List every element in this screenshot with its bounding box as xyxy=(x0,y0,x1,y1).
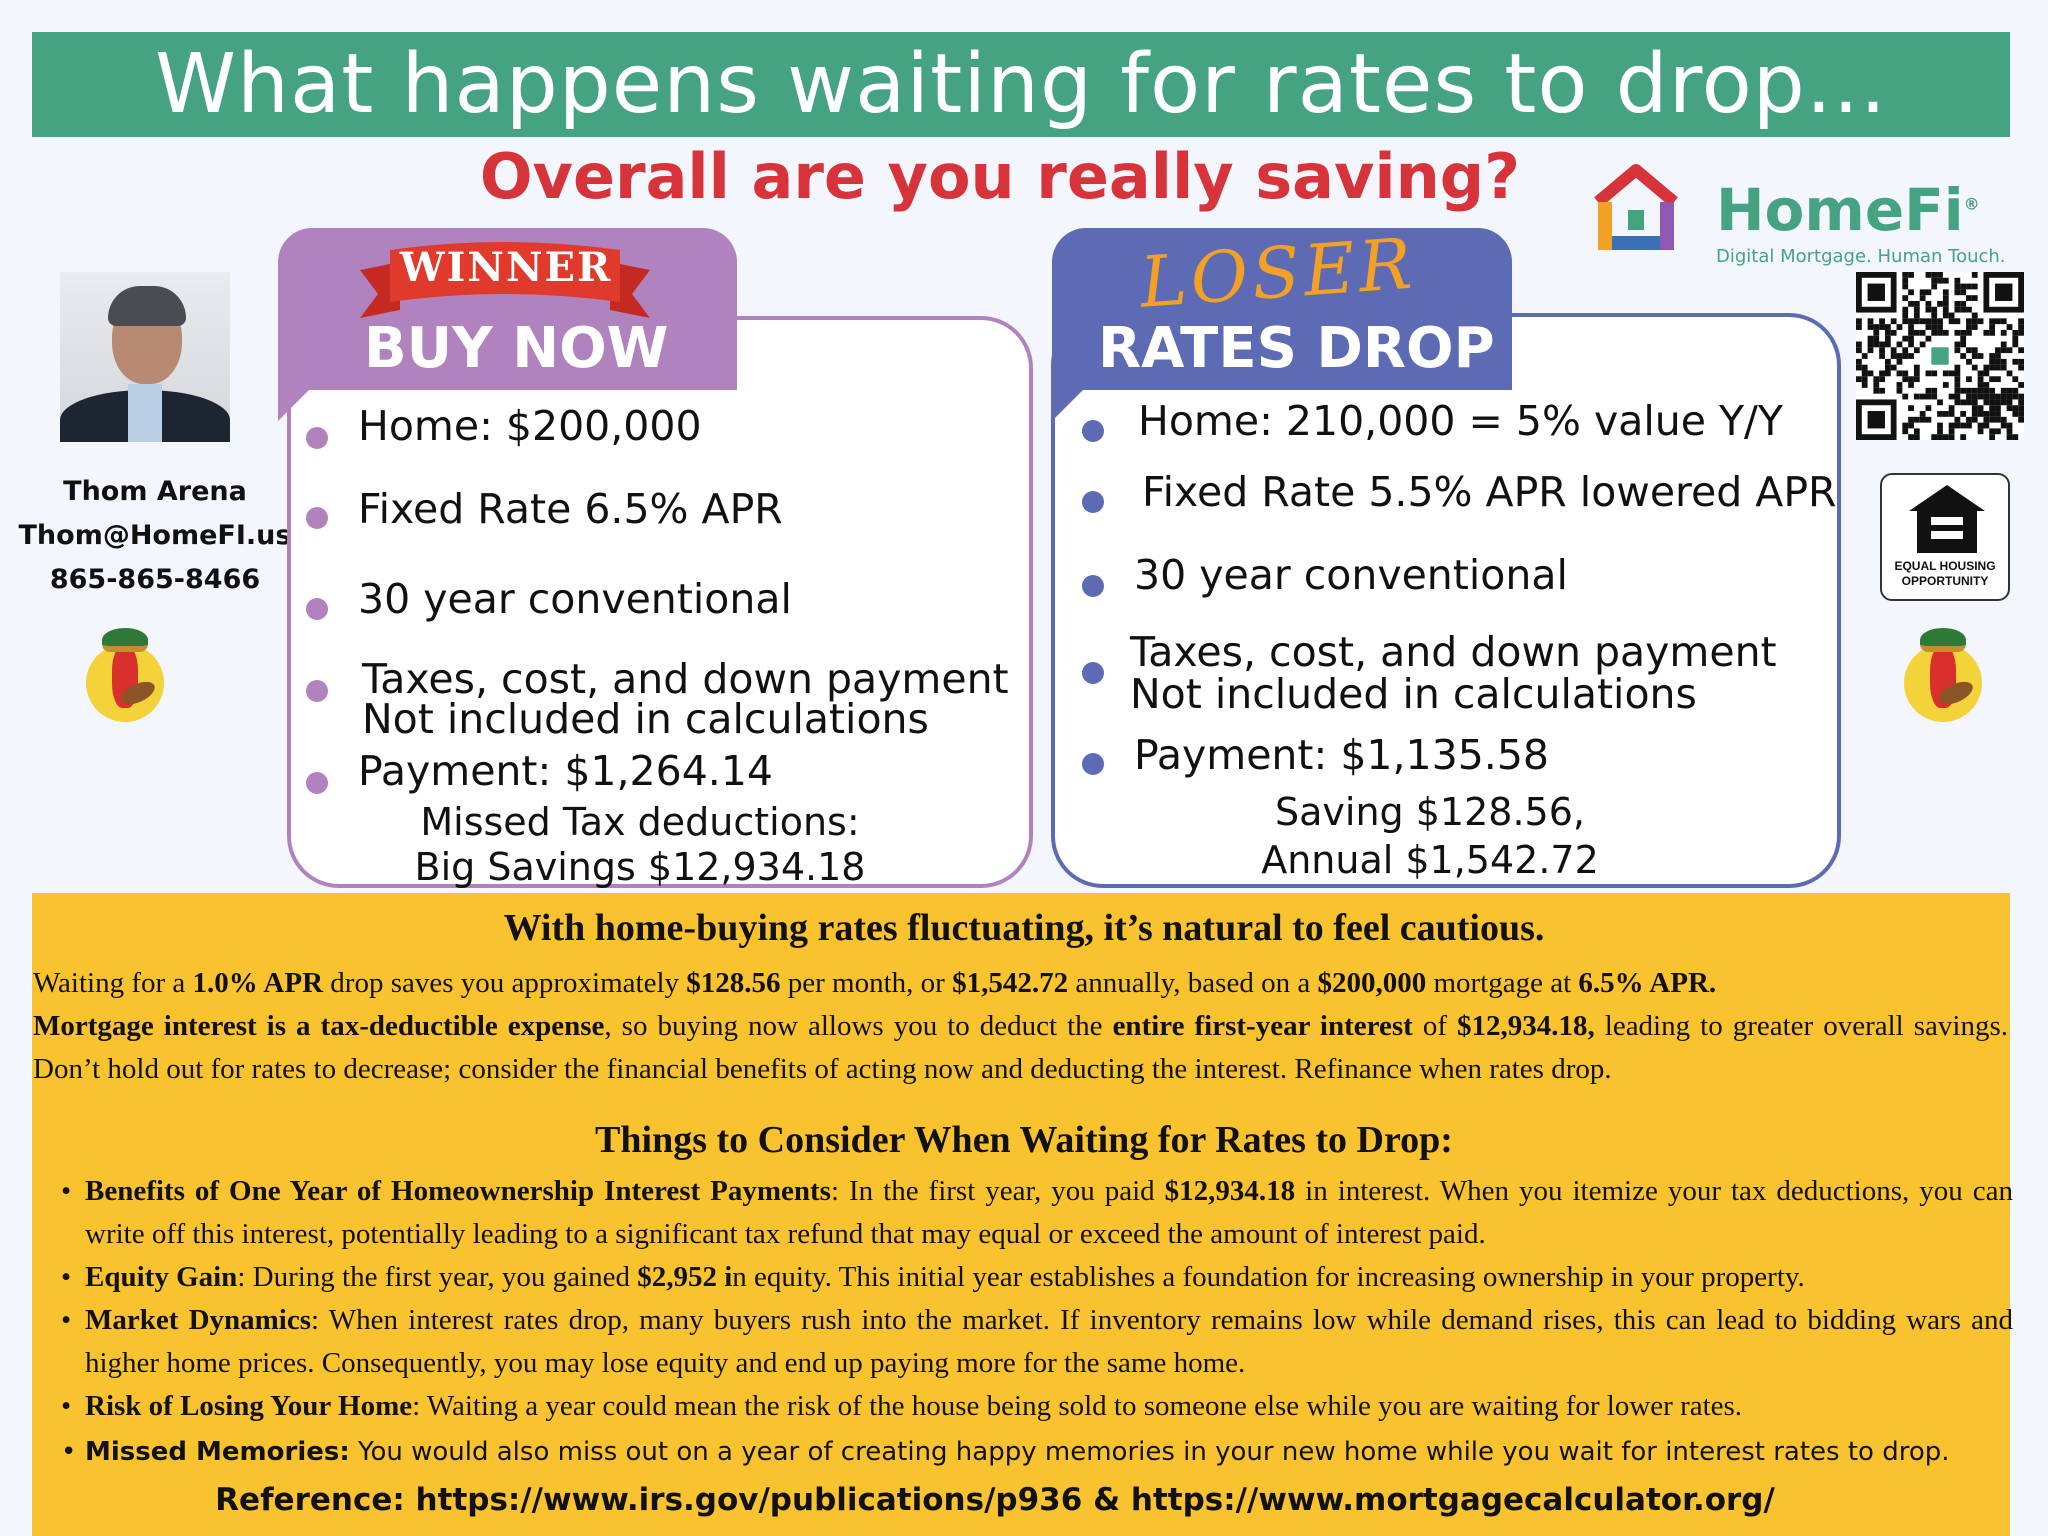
list-item: 30 year conventional xyxy=(1134,551,1568,599)
list-item: 30 year conventional xyxy=(358,575,792,623)
list-item: Home: $200,000 xyxy=(358,402,702,450)
bullet-dot xyxy=(1082,575,1104,597)
consider-heading: Things to Consider When Waiting for Rate… xyxy=(595,1119,1453,1161)
consider-list: Benefits of One Year of Homeownership In… xyxy=(53,1170,2013,1476)
list-item-continued: Not included in calculations xyxy=(362,695,929,743)
bullet-dot xyxy=(306,772,328,794)
missed-deductions-note: Missed Tax deductions: xyxy=(420,800,860,844)
list-item: Risk of Losing Your Home: Waiting a year… xyxy=(53,1385,2013,1428)
rates-drop-tab xyxy=(1052,228,1512,390)
info-heading: With home-buying rates fluctuating, it’s… xyxy=(503,907,1545,949)
rates-drop-tab-tail xyxy=(1052,385,1088,421)
bullet-dot xyxy=(306,680,328,702)
qr-code[interactable] xyxy=(1856,272,2024,440)
rates-drop-card xyxy=(1051,313,1841,888)
pepper-mascot-icon xyxy=(84,624,164,724)
list-item: Home: 210,000 = 5% value Y/Y xyxy=(1138,397,1783,445)
bullet-dot xyxy=(306,427,328,449)
list-item: Missed Memories: You would also miss out… xyxy=(53,1428,2013,1476)
agent-email[interactable]: Thom@HomeFI.us xyxy=(18,520,292,551)
equal-housing-text: EQUAL HOUSING OPPORTUNITY xyxy=(1894,559,1996,588)
pepper-mascot-icon xyxy=(1902,624,1982,724)
list-item: Taxes, cost, and down payment xyxy=(362,655,1009,703)
list-item: Payment: $1,264.14 xyxy=(358,747,774,795)
list-item: Fixed Rate 5.5% APR lowered APR xyxy=(1142,468,1837,516)
buy-now-tab-tail xyxy=(278,385,314,421)
winner-badge: WINNER xyxy=(399,244,613,291)
reference-links[interactable]: Reference: https://www.irs.gov/publicati… xyxy=(215,1482,1775,1518)
list-item: Market Dynamics: When interest rates dro… xyxy=(53,1299,2013,1385)
bullet-dot xyxy=(306,598,328,620)
bullet-dot xyxy=(1082,662,1104,684)
page-subtitle: Overall are you really saving? xyxy=(479,140,1521,213)
list-item-continued: Not included in calculations xyxy=(1130,670,1697,718)
list-item: Taxes, cost, and down payment xyxy=(1130,628,1777,676)
title-banner: What happens waiting for rates to drop..… xyxy=(32,32,2010,137)
bullet-dot xyxy=(306,507,328,529)
info-paragraph: Waiting for a 1.0% APR drop saves you ap… xyxy=(33,967,2008,1085)
buy-now-label: BUY NOW xyxy=(364,316,669,381)
bullet-dot xyxy=(1082,420,1104,442)
agent-phone[interactable]: 865-865-8466 xyxy=(49,564,261,595)
bullet-dot xyxy=(1082,491,1104,513)
homefi-logo-icon xyxy=(1594,164,1678,250)
agent-name: Thom Arena xyxy=(63,476,247,507)
annual-note: Annual $1,542.72 xyxy=(1261,838,1599,882)
equal-housing-badge: EQUAL HOUSING OPPORTUNITY xyxy=(1880,473,2010,601)
brand-name: HomeFi® xyxy=(1716,176,1980,244)
bullet-dot xyxy=(1082,753,1104,775)
list-item: Payment: $1,135.58 xyxy=(1134,731,1550,779)
saving-note: Saving $128.56, xyxy=(1275,790,1585,834)
winner-ribbon-icon xyxy=(360,242,650,318)
agent-photo xyxy=(60,272,230,442)
list-item: Fixed Rate 6.5% APR xyxy=(358,485,783,533)
list-item: Benefits of One Year of Homeownership In… xyxy=(53,1170,2013,1256)
big-savings-note: Big Savings $12,934.18 xyxy=(414,845,866,889)
list-item: Equity Gain: During the first year, you … xyxy=(53,1256,2013,1299)
buy-now-card xyxy=(287,316,1033,888)
page-title: What happens waiting for rates to drop..… xyxy=(154,37,1888,132)
brand-tagline: Digital Mortgage. Human Touch. xyxy=(1716,246,2006,267)
equal-housing-icon xyxy=(1909,485,1985,553)
rates-drop-label: RATES DROP xyxy=(1098,316,1495,381)
